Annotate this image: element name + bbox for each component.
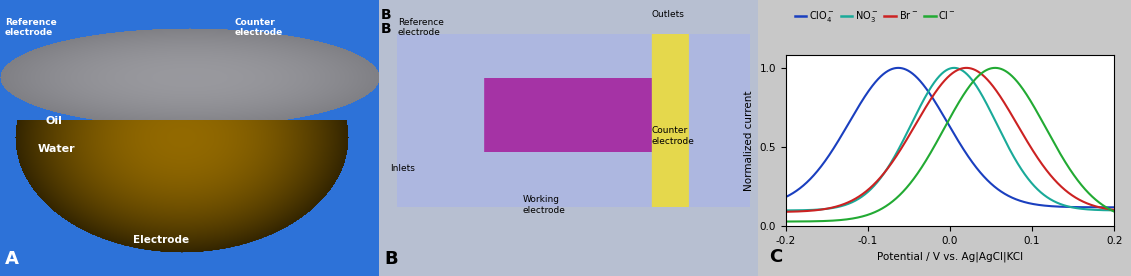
Text: Counter
electrode: Counter electrode (651, 126, 694, 145)
Legend: ClO$_4^-$, NO$_3^-$, Br$^-$, Cl$^-$: ClO$_4^-$, NO$_3^-$, Br$^-$, Cl$^-$ (791, 5, 960, 28)
Text: Oil: Oil (45, 116, 62, 126)
Text: B: B (383, 250, 397, 268)
Y-axis label: Normalized current: Normalized current (744, 91, 754, 191)
Text: Outlets: Outlets (651, 10, 684, 19)
Text: Water: Water (38, 144, 76, 154)
Text: Electrode: Electrode (132, 235, 189, 245)
X-axis label: Potential / V vs. Ag|AgCl|KCl: Potential / V vs. Ag|AgCl|KCl (877, 252, 1024, 262)
Text: Inlets: Inlets (390, 164, 415, 173)
Text: A: A (5, 250, 19, 268)
Text: Reference
electrode: Reference electrode (398, 18, 443, 38)
Text: B: B (381, 22, 391, 36)
Text: Working
electrode: Working electrode (523, 195, 566, 214)
Text: B: B (381, 8, 391, 22)
Text: Counter
electrode: Counter electrode (235, 18, 283, 38)
Text: Reference
electrode: Reference electrode (5, 18, 57, 38)
Text: C: C (769, 248, 783, 266)
